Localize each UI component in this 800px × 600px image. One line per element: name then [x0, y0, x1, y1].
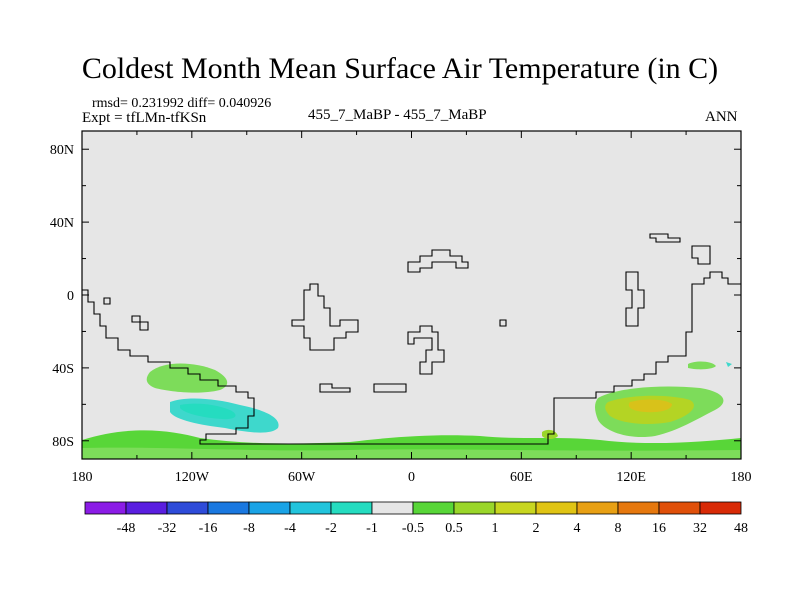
- outline-island-4: [499, 319, 507, 327]
- colorbar-swatch: [330, 501, 373, 515]
- colorbar-swatch: [658, 501, 701, 515]
- colorbar-label: 0.5: [445, 521, 463, 536]
- small-green-patch-east: [688, 361, 716, 370]
- outline-main-coast: [82, 271, 741, 445]
- colorbar-label: 48: [734, 521, 748, 536]
- colorbar-swatch: [84, 501, 127, 515]
- colorbar-swatch: [535, 501, 578, 515]
- colorbar-label: -2: [325, 521, 337, 536]
- colorbar-swatch: [494, 501, 537, 515]
- axis-ticks: 80N 40N 0 40S 80S 180 120W 60W 0 60E 120E 180: [50, 131, 752, 485]
- colorbar-label: 1: [492, 521, 499, 536]
- cyan-anomaly-core: [180, 403, 236, 420]
- colorbar-label: 16: [652, 521, 666, 536]
- lat-tick-label: 80N: [50, 143, 74, 158]
- lat-tick-label: 80S: [52, 435, 74, 450]
- colorbar-swatch: [576, 501, 619, 515]
- green-anomaly-west: [146, 363, 228, 393]
- lat-tick-label: 0: [67, 289, 74, 304]
- outline-north-landmass: [407, 249, 469, 273]
- outline-south-strip-2: [373, 383, 407, 393]
- colorbar-swatch: [207, 501, 250, 515]
- outline-island-3: [139, 321, 149, 331]
- map-title: Coldest Month Mean Surface Air Temperatu…: [81, 52, 719, 85]
- outline-northeast-island: [649, 233, 681, 243]
- continent-outlines: [82, 233, 741, 445]
- outline-central-landmass: [407, 325, 445, 375]
- colorbar-swatch: [453, 501, 496, 515]
- lon-tick-label: 180: [72, 470, 93, 485]
- colorbar: -48 -32 -16 -8 -4 -2 -1 -0.5 0.5 1 2 4 8 16 32 48: [84, 501, 748, 536]
- colorbar-label: 8: [615, 521, 622, 536]
- colorbar-swatch: [289, 501, 332, 515]
- lat-tick-label: 40S: [52, 362, 74, 377]
- colorbar-label: 4: [574, 521, 581, 536]
- outline-east-peninsula: [625, 271, 645, 327]
- lon-tick-label: 120W: [175, 470, 210, 485]
- stats-line: rmsd= 0.231992 diff= 0.040926: [92, 96, 272, 111]
- season-label: ANN: [705, 109, 738, 125]
- colorbar-label: -16: [199, 521, 218, 536]
- lon-tick-label: 60E: [510, 470, 533, 485]
- outline-east-island: [691, 245, 711, 265]
- colorbar-label: -4: [284, 521, 296, 536]
- lon-tick-label: 60W: [288, 470, 316, 485]
- colorbar-label: -32: [158, 521, 177, 536]
- colorbar-label: -8: [243, 521, 255, 536]
- colorbar-swatch: [412, 501, 455, 515]
- lon-tick-label: 120E: [616, 470, 646, 485]
- outline-africa-like: [291, 283, 359, 351]
- colorbar-swatch: [125, 501, 168, 515]
- colorbar-swatch: [248, 501, 291, 515]
- colorbar-label: -1: [366, 521, 378, 536]
- colorbar-swatch: [699, 501, 742, 515]
- expt-line: Expt = tfLMn-tfKSn: [82, 110, 207, 126]
- lon-tick-label: 180: [731, 470, 752, 485]
- colorbar-label: -0.5: [402, 521, 424, 536]
- center-label: 455_7_MaBP - 455_7_MaBP: [308, 107, 487, 123]
- lat-tick-label: 40N: [50, 216, 74, 231]
- eastern-yellow-core: [628, 399, 672, 413]
- colorbar-label: 2: [533, 521, 540, 536]
- colorbar-label: -48: [117, 521, 136, 536]
- colorbar-swatch: [166, 501, 209, 515]
- small-cyan-patch: [726, 362, 732, 367]
- colorbar-label: 32: [693, 521, 707, 536]
- outline-south-strip-1: [319, 383, 351, 393]
- colorbar-swatch: [617, 501, 660, 515]
- outline-island-1: [103, 297, 111, 305]
- colorbar-swatch: [371, 501, 414, 515]
- lon-tick-label: 0: [408, 470, 415, 485]
